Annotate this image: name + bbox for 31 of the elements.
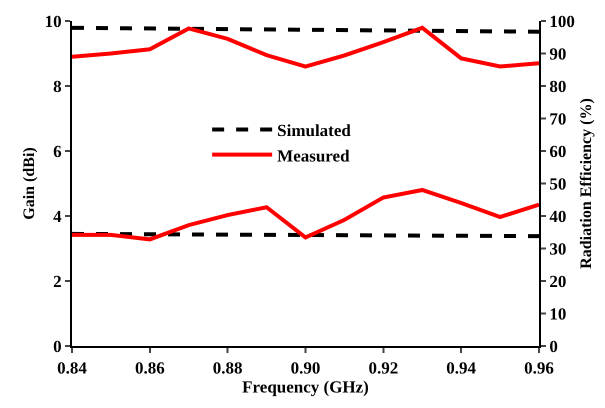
y2-tick-label: 10	[549, 304, 566, 324]
y2-tick-label: 40	[549, 206, 566, 226]
line-series	[72, 188, 539, 242]
x-tick-label: 0.84	[57, 358, 88, 378]
y2-tick-label: 90	[549, 44, 566, 64]
x-axis-title: Frequency (GHz)	[242, 377, 369, 396]
y-tick-label: 0	[53, 336, 62, 356]
x-tick-label: 0.90	[290, 358, 320, 378]
y-tick-label: 4	[53, 206, 62, 226]
legend-label: Measured	[277, 146, 350, 166]
y2-tick-label: 100	[549, 12, 575, 31]
y-tick-label: 10	[44, 12, 62, 31]
y2-tick-label: 30	[549, 239, 566, 258]
y-axis-title: Gain (dBi)	[21, 147, 38, 220]
y2-tick-label: 50	[549, 174, 566, 194]
y-tick-label: 6	[53, 142, 62, 161]
y-tick-label: 8	[53, 76, 62, 96]
y-tick-label: 2	[53, 272, 62, 291]
x-tick-label: 0.92	[368, 358, 398, 378]
y2-tick-label: 20	[549, 272, 566, 291]
legend-label: Simulated	[277, 121, 352, 140]
x-tick-label: 0.86	[134, 358, 165, 378]
x-tick-label: 0.96	[524, 358, 554, 378]
y2-tick-label: 60	[549, 142, 566, 161]
x-tick-label: 0.88	[212, 358, 243, 378]
y2-axis-title: Radiation Efficiency (%)	[578, 98, 596, 269]
y2-tick-label: 0	[549, 336, 558, 356]
x-tick-label: 0.94	[446, 358, 477, 378]
y2-tick-label: 70	[549, 109, 566, 128]
line-series	[72, 26, 539, 68]
y2-tick-label: 80	[549, 76, 566, 96]
